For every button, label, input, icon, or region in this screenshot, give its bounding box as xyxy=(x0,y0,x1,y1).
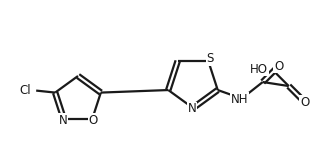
Text: S: S xyxy=(207,52,214,65)
Text: O: O xyxy=(300,96,309,108)
Text: HO: HO xyxy=(250,63,268,76)
Text: N: N xyxy=(188,103,196,115)
Text: Cl: Cl xyxy=(20,84,31,97)
Text: NH: NH xyxy=(231,93,248,105)
Text: O: O xyxy=(274,60,283,73)
Text: O: O xyxy=(89,114,98,127)
Text: N: N xyxy=(58,114,67,127)
